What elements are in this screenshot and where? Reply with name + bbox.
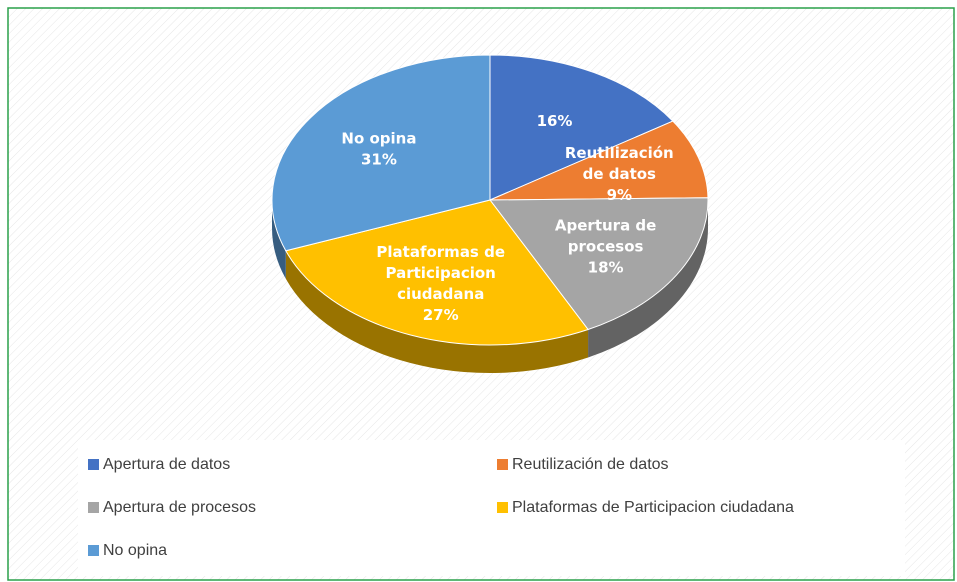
label-category: procesos: [568, 237, 644, 255]
label-category: Participacion: [386, 264, 496, 282]
legend-swatch: [88, 459, 99, 470]
label-value: 9%: [607, 185, 632, 203]
slice: [489, 54, 674, 201]
slice: [489, 120, 709, 201]
label-category: ciudadana: [397, 285, 484, 303]
data-label: Apertura de procesos 18%: [555, 216, 656, 276]
legend-swatch: [497, 502, 508, 513]
label-category: Plataformas de: [376, 243, 505, 261]
slice: [489, 197, 709, 331]
label-category: No opina: [341, 129, 416, 147]
label-category: de datos: [583, 164, 656, 182]
slice: [271, 54, 491, 252]
legend-swatch: [497, 459, 508, 470]
label-value: 31%: [361, 150, 397, 168]
legend-swatch: [88, 545, 99, 556]
label-value: 16%: [537, 112, 573, 130]
legend-label: Apertura de procesos: [103, 499, 256, 516]
slice-side: [272, 200, 286, 279]
legend-box: [78, 440, 905, 576]
label-category: Apertura de: [555, 216, 656, 234]
legend-label: Plataformas de Participacion ciudadana: [512, 499, 794, 516]
legend-label: Reutilización de datos: [512, 456, 669, 473]
label-category: Reutilización: [565, 143, 674, 161]
slice-side: [588, 200, 708, 358]
data-label: 16%: [537, 112, 573, 130]
data-label: No opina 31%: [341, 129, 416, 168]
label-value: 18%: [588, 258, 624, 276]
legend-label: No opina: [103, 542, 167, 559]
slice-side: [285, 250, 589, 373]
slice: [285, 199, 589, 346]
data-label: Reutilización de datos 9%: [565, 143, 674, 203]
legend-label: Apertura de datos: [103, 456, 230, 473]
label-value: 27%: [423, 306, 459, 324]
legend-swatch: [88, 502, 99, 513]
data-label: Plataformas de Participacion ciudadana 27%: [376, 243, 505, 324]
